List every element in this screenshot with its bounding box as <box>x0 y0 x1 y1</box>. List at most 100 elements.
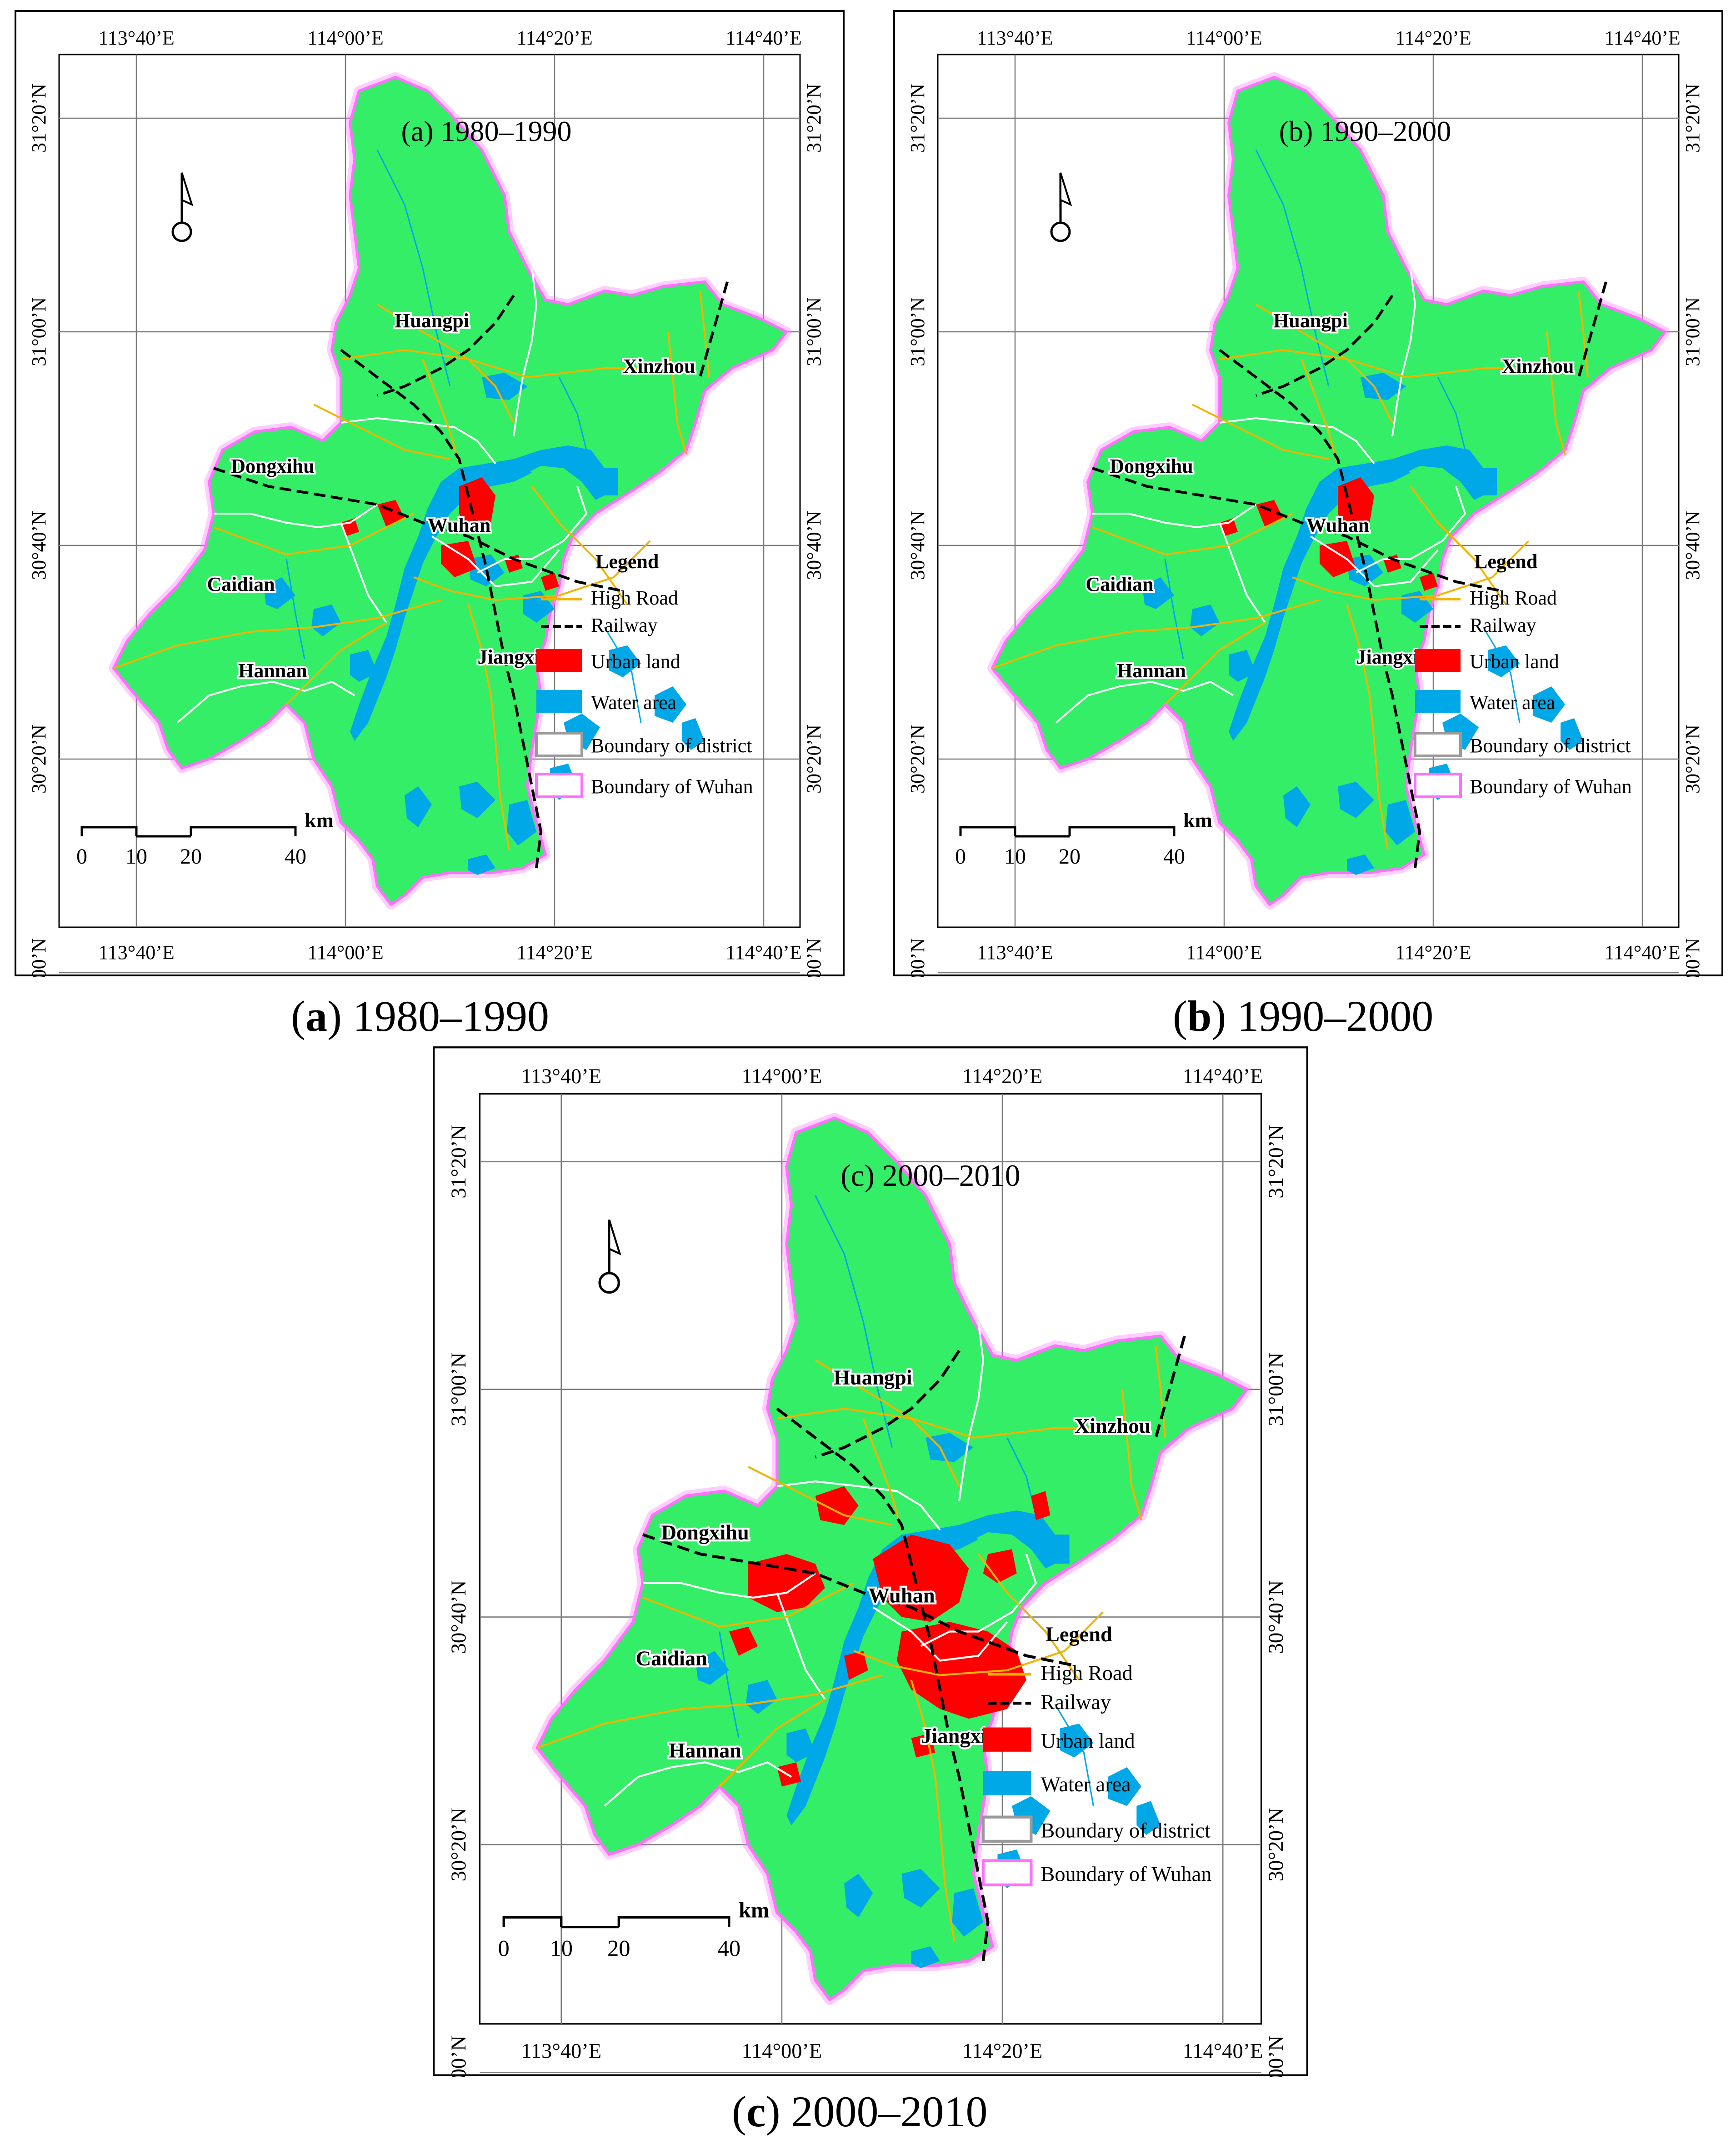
stream <box>1164 559 1184 660</box>
district-boundary <box>1055 680 1234 724</box>
legend-item-label: Water area <box>1041 1773 1131 1796</box>
railway-line <box>815 1349 961 1459</box>
water-area <box>1561 718 1583 750</box>
district-boundaries <box>604 1321 1037 1807</box>
water-area <box>468 855 495 875</box>
high-road <box>862 1418 903 1530</box>
urban-patch <box>1420 573 1438 591</box>
scale-bar <box>80 826 297 838</box>
legend-fill-swatch <box>536 649 582 672</box>
lon-label-bottom: 114°20’E <box>516 941 593 964</box>
lon-label-top: 114°00’E <box>307 27 384 49</box>
high-road <box>777 1408 1132 1439</box>
stream <box>815 1195 893 1448</box>
legend-outline-swatch <box>1414 773 1462 798</box>
streams <box>285 150 642 723</box>
caption-text: 1990–2000 <box>1226 992 1434 1040</box>
scale-unit: km <box>305 809 334 832</box>
district-label-caidian: Caidian <box>1086 573 1153 595</box>
legend-item: Railway <box>1420 614 1536 636</box>
lon-label-top: 113°40’E <box>977 27 1053 49</box>
lon-label-top: 114°20’E <box>1395 27 1471 49</box>
high-road <box>1255 304 1393 423</box>
legend-item: Boundary of district <box>535 732 752 757</box>
streams <box>1164 150 1521 723</box>
map-content: HuangpiXinzhouDongxihuWuhanCaidianJiangx… <box>532 1113 1252 2005</box>
map-inner-frame <box>58 54 801 928</box>
lon-label-bottom: 114°00’E <box>742 2039 822 2063</box>
district-boundary <box>1391 268 1416 437</box>
urban-patch <box>729 1626 758 1656</box>
urban-patch <box>441 541 477 577</box>
lon-label-bottom: 113°40’E <box>521 2039 601 2063</box>
lat-label-left: 31°00’N <box>906 297 929 366</box>
high-road <box>113 599 441 669</box>
lat-label-left: 31°20’N <box>28 84 50 153</box>
high-road <box>340 349 677 379</box>
legend-item-label: High Road <box>1470 587 1557 609</box>
water-area <box>1347 855 1374 875</box>
scale-label: 20 <box>607 1936 630 1961</box>
district-boundary <box>776 1592 826 1700</box>
high-road <box>1346 604 1389 850</box>
legend-item-label: Urban land <box>1041 1729 1135 1753</box>
urban-patch <box>897 1622 1026 1719</box>
high-road <box>1192 404 1329 460</box>
lon-label-bottom: 114°20’E <box>1395 941 1471 964</box>
lon-label-bottom: 113°40’E <box>977 941 1053 964</box>
high-road <box>1219 349 1556 379</box>
high-roads <box>992 290 1589 850</box>
district-boundary <box>477 486 588 574</box>
water-area <box>1229 459 1411 741</box>
map-title: (a) 1980–1990 <box>401 115 571 147</box>
lat-label-right: 30°20’N <box>1681 725 1704 794</box>
stream <box>376 150 451 387</box>
water-area <box>1474 468 1497 495</box>
urban-patch <box>844 1651 868 1680</box>
lat-label-left: 31°00’N <box>28 297 50 366</box>
district-label-huangpi: Huangpi <box>395 310 469 332</box>
scale-label: 0 <box>76 845 87 869</box>
railway-line <box>642 1533 1075 1667</box>
high-road <box>422 359 460 464</box>
legend-item: Boundary of Wuhan <box>1414 773 1632 798</box>
lat-label-left: 30°40’N <box>906 511 929 580</box>
district-boundary <box>340 417 496 465</box>
water-area <box>459 782 495 818</box>
district-label-caidian: Caidian <box>636 1647 707 1670</box>
stream <box>558 377 587 450</box>
legend-outline-swatch <box>535 732 583 757</box>
water-area <box>911 1946 940 1969</box>
railway-line <box>340 349 543 869</box>
legend: Legend High Road Railway Urban land Water ar… <box>981 1623 1211 1887</box>
district-label-dongxihu: Dongxihu <box>661 1521 749 1544</box>
district-boundary <box>340 522 387 624</box>
railway-line <box>1256 295 1394 397</box>
water-area <box>695 1651 729 1685</box>
high-road <box>748 1466 892 1526</box>
legend-item: Water area <box>1415 690 1555 714</box>
caption-c: (c) 2000–2010 <box>732 2087 988 2136</box>
water-area <box>514 445 614 500</box>
legend-item-label: Urban land <box>591 650 680 673</box>
district-label-xinzhou: Xinzhou <box>623 355 695 377</box>
legend-item: Boundary of district <box>1414 732 1631 757</box>
water-area <box>1361 373 1406 400</box>
lon-label-top: 113°40’E <box>98 27 175 49</box>
urban-patch <box>983 1549 1017 1583</box>
high-road <box>537 1674 883 1749</box>
legend-fill-swatch <box>1415 690 1461 713</box>
high-road <box>467 604 510 850</box>
legend-item-label: Railway <box>591 614 658 636</box>
legend-outline-swatch <box>981 1859 1033 1887</box>
water-area <box>844 1874 873 1918</box>
lon-label-top: 114°20’E <box>962 1065 1043 1088</box>
railways <box>213 281 729 869</box>
district-boundary <box>1310 535 1439 588</box>
water-areas <box>264 373 705 875</box>
high-road <box>285 622 387 705</box>
stream <box>604 627 642 723</box>
legend-item: Railway <box>988 1690 1111 1714</box>
legend: Legend High Road Railway Urban land Water ar… <box>535 550 753 798</box>
high-road <box>376 304 515 423</box>
